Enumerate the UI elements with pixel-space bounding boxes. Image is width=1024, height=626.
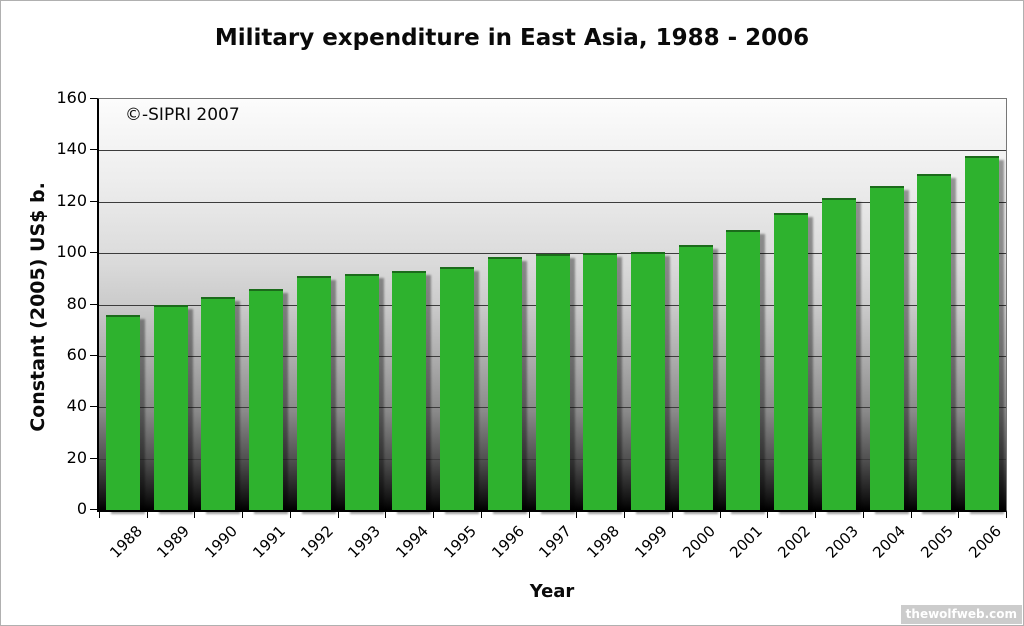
- bar-1988: [105, 314, 140, 510]
- x-tick-label-2001: 2001: [726, 522, 767, 562]
- x-tick-mark-19: [1006, 512, 1007, 518]
- y-tick-label-0: 0: [76, 499, 87, 518]
- x-tick-label-2002: 2002: [774, 522, 814, 562]
- gridline-140: [99, 150, 1006, 152]
- y-tick-mark-20: [90, 457, 97, 459]
- x-tick-label-1998: 1998: [583, 522, 623, 562]
- x-tick-label-1996: 1996: [487, 522, 528, 562]
- bar-2002: [774, 213, 809, 510]
- bar-2006: [965, 155, 1000, 510]
- x-tick-mark-15: [815, 512, 817, 518]
- gridline-120: [99, 201, 1006, 203]
- bar-1996: [487, 256, 522, 510]
- x-tick-label-1993: 1993: [344, 522, 385, 562]
- x-tick-mark-3: [242, 512, 244, 518]
- x-tick-label-2005: 2005: [917, 522, 958, 562]
- bar-1991: [249, 289, 284, 510]
- y-tick-label-60: 60: [66, 344, 87, 364]
- chart-title: Military expenditure in East Asia, 1988 …: [214, 25, 810, 51]
- bar-1989: [153, 304, 188, 510]
- x-tick-mark-5: [337, 512, 339, 518]
- y-tick-label-40: 40: [66, 396, 87, 416]
- x-tick-mark-8: [480, 512, 482, 518]
- y-tick-label-140: 140: [56, 139, 87, 159]
- x-tick-label-1999: 1999: [630, 522, 671, 562]
- bar-2004: [869, 186, 904, 510]
- y-tick-mark-140: [90, 149, 97, 151]
- x-tick-label-2000: 2000: [678, 522, 719, 562]
- x-tick-mark-10: [576, 512, 578, 518]
- bar-2005: [917, 173, 952, 510]
- y-tick-label-160: 160: [56, 88, 87, 107]
- x-tick-mark-16: [862, 512, 864, 518]
- y-tick-mark-60: [90, 354, 97, 356]
- y-tick-mark-120: [90, 200, 97, 202]
- bar-1999: [630, 251, 665, 510]
- bar-1992: [296, 276, 331, 510]
- bar-1994: [392, 271, 427, 510]
- watermark: thewolfweb.com: [900, 605, 1022, 624]
- x-tick-label-1990: 1990: [201, 522, 242, 562]
- x-tick-label-2003: 2003: [821, 522, 862, 562]
- x-axis-title: Year: [529, 581, 575, 602]
- x-tick-label-1989: 1989: [153, 522, 194, 562]
- x-tick-label-2006: 2006: [965, 522, 1005, 562]
- copyright-annotation: ©-SIPRI 2007: [125, 105, 240, 125]
- x-tick-mark-11: [624, 512, 626, 518]
- gridline-100: [99, 253, 1006, 255]
- x-tick-label-1992: 1992: [296, 522, 337, 562]
- bar-1990: [201, 296, 236, 510]
- y-tick-mark-40: [90, 406, 97, 408]
- x-tick-mark-4: [289, 512, 291, 518]
- bar-2001: [726, 230, 761, 510]
- x-tick-mark-0: [99, 512, 100, 518]
- y-tick-label-20: 20: [66, 447, 87, 467]
- bar-1997: [535, 254, 570, 510]
- x-tick-label-1997: 1997: [535, 522, 576, 562]
- bar-1995: [440, 267, 475, 510]
- x-tick-mark-13: [719, 512, 721, 518]
- y-tick-mark-100: [90, 252, 97, 254]
- x-tick-mark-1: [146, 512, 148, 518]
- bar-1993: [344, 273, 379, 510]
- x-tick-mark-12: [671, 512, 673, 518]
- x-tick-mark-17: [910, 512, 912, 518]
- x-tick-mark-18: [958, 512, 960, 518]
- x-tick-mark-14: [767, 512, 769, 518]
- x-tick-mark-9: [528, 512, 530, 518]
- x-tick-label-1995: 1995: [440, 522, 480, 562]
- x-tick-mark-2: [194, 512, 196, 518]
- plot-area: ©-SIPRI 2007: [97, 98, 1007, 512]
- y-tick-mark-160: [90, 98, 97, 99]
- bar-2003: [821, 197, 856, 510]
- bar-1998: [583, 253, 618, 510]
- y-tick-label-100: 100: [56, 242, 87, 262]
- bar-2000: [678, 245, 713, 510]
- x-tick-label-1994: 1994: [392, 522, 433, 562]
- x-tick-label-1988: 1988: [105, 522, 146, 562]
- y-tick-label-80: 80: [66, 293, 87, 313]
- y-tick-label-120: 120: [56, 190, 87, 210]
- x-tick-label-1991: 1991: [249, 522, 289, 562]
- y-tick-mark-0: [90, 509, 97, 510]
- y-tick-mark-80: [90, 303, 97, 305]
- x-tick-mark-6: [385, 512, 387, 518]
- x-tick-mark-7: [433, 512, 435, 518]
- x-tick-label-2004: 2004: [869, 522, 910, 562]
